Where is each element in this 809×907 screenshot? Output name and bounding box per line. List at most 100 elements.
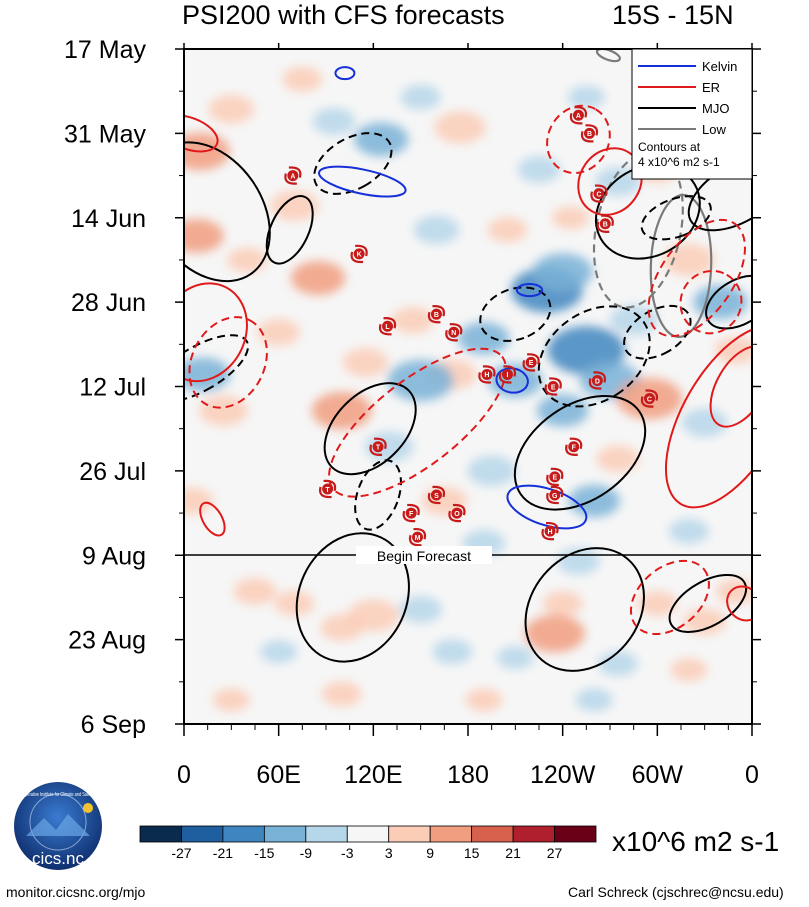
shading-blob bbox=[260, 640, 298, 664]
storm-swirl-icon bbox=[350, 244, 368, 264]
shading-blob bbox=[320, 614, 364, 641]
storm-dot bbox=[481, 368, 493, 380]
er-contour bbox=[709, 345, 752, 428]
chart-title: PSI200 with CFS forecasts bbox=[182, 0, 505, 30]
storm-marker: O bbox=[448, 503, 466, 523]
storm-swirl-icon bbox=[580, 124, 599, 143]
er-contour bbox=[726, 585, 752, 622]
storm-marker: B bbox=[427, 305, 446, 324]
shading-blob bbox=[532, 253, 593, 291]
colorbar-tick-label: -27 bbox=[171, 845, 191, 861]
shading-blob bbox=[184, 218, 224, 253]
storm-label: D bbox=[595, 378, 600, 385]
shading-blob bbox=[233, 578, 277, 605]
shading-blob bbox=[434, 111, 486, 144]
shading-blob bbox=[413, 215, 460, 245]
storm-swirl-icon bbox=[569, 106, 588, 125]
shading-blob bbox=[637, 590, 678, 616]
storm-dot bbox=[593, 188, 605, 200]
shading-blob bbox=[391, 306, 435, 334]
y-tick-label: 14 Jun bbox=[71, 205, 146, 233]
storm-marker: E bbox=[546, 467, 564, 487]
storm-swirl-icon bbox=[369, 437, 387, 456]
storm-marker: H bbox=[478, 365, 496, 384]
colorbar: -27 -21 -15 -9 -3 3 9 15 21 27 bbox=[139, 825, 597, 861]
storm-dot bbox=[405, 507, 417, 519]
colorbar-swatch bbox=[222, 825, 265, 843]
mjo-contour bbox=[184, 141, 271, 283]
kelvin-contour bbox=[334, 66, 356, 81]
mjo-contour bbox=[623, 304, 692, 360]
storm-label: A bbox=[290, 173, 295, 180]
shading-blob bbox=[458, 322, 510, 355]
storm-dot bbox=[382, 320, 394, 332]
mjo-contour bbox=[668, 573, 747, 633]
shading-blob bbox=[597, 651, 638, 677]
colorbar-tick-label: 21 bbox=[505, 845, 521, 861]
shading-blob bbox=[199, 395, 248, 426]
colorbar-swatch bbox=[346, 825, 390, 843]
er-contour bbox=[664, 324, 752, 509]
storm-marker: D bbox=[588, 371, 606, 390]
shading-blob bbox=[400, 84, 441, 110]
cics-nc-logo: Cooperative Institute for Climate and Sa… bbox=[14, 782, 102, 870]
storm-label: B bbox=[603, 222, 608, 229]
storm-swirl-icon bbox=[318, 479, 337, 499]
storm-dot bbox=[412, 531, 424, 543]
x-tick-label: 0 bbox=[745, 761, 759, 789]
storm-marker: T bbox=[369, 437, 387, 456]
storm-marker-layer: A B A C B K B L N E H I D E C T F E T G S F O H M bbox=[284, 106, 659, 547]
logo-sun-icon bbox=[83, 803, 93, 813]
storm-dot bbox=[549, 471, 561, 483]
colorbar-tick-label: -21 bbox=[213, 845, 233, 861]
shading-blob bbox=[312, 107, 356, 135]
storm-dot bbox=[643, 393, 655, 405]
mjo-contour bbox=[479, 286, 552, 342]
mjo-contour bbox=[295, 532, 410, 663]
shading-blob bbox=[465, 688, 503, 712]
shading-blob bbox=[467, 455, 516, 487]
contour-note: Contours at 4 x10^6 m2 s-1 bbox=[638, 140, 720, 169]
storm-swirl-icon bbox=[378, 317, 397, 336]
shading-blob bbox=[609, 305, 658, 336]
storm-dot bbox=[591, 374, 603, 386]
storm-swirl-icon bbox=[640, 389, 659, 408]
storm-label: E bbox=[529, 360, 534, 367]
colorbar-units: x10^6 m2 s-1 bbox=[612, 826, 780, 857]
storm-dot bbox=[572, 109, 584, 121]
shading-blob bbox=[257, 318, 301, 346]
storm-swirl-icon bbox=[590, 184, 608, 203]
storm-marker: H bbox=[541, 521, 559, 541]
colorbar-swatch bbox=[429, 825, 473, 843]
storm-marker: A bbox=[569, 106, 588, 125]
storm-dot bbox=[322, 483, 334, 495]
storm-dot bbox=[451, 507, 463, 519]
storm-marker: I bbox=[498, 365, 517, 384]
author-credit: Carl Schreck (cjschrec@ncsu.edu) bbox=[568, 884, 784, 900]
storm-dot bbox=[448, 326, 460, 338]
colorbar-tick-label: 27 bbox=[547, 845, 563, 861]
er-contour bbox=[328, 347, 507, 498]
storm-marker: N bbox=[445, 323, 463, 342]
storm-marker: C bbox=[640, 389, 659, 408]
storm-swirl-icon bbox=[544, 377, 562, 396]
storm-swirl-icon bbox=[541, 521, 559, 541]
y-tick-label: 6 Sep bbox=[81, 711, 146, 739]
shading-blob bbox=[432, 639, 473, 665]
mjo-contour bbox=[524, 547, 645, 672]
storm-marker: K bbox=[350, 244, 368, 264]
shading-blob bbox=[517, 156, 561, 183]
y-tick-label: 31 May bbox=[64, 120, 146, 148]
storm-marker: B bbox=[580, 124, 599, 143]
source-url: monitor.cicsnc.org/mjo bbox=[6, 884, 146, 900]
er-contour bbox=[577, 147, 643, 216]
mjo-contour bbox=[184, 334, 250, 403]
shading-blob bbox=[714, 336, 752, 364]
storm-marker: F bbox=[565, 437, 583, 456]
storm-label: H bbox=[548, 529, 553, 536]
er-contour bbox=[199, 501, 226, 537]
y-tick-label: 9 Aug bbox=[82, 542, 146, 570]
storm-label: T bbox=[376, 445, 381, 452]
er-contour bbox=[184, 114, 219, 153]
